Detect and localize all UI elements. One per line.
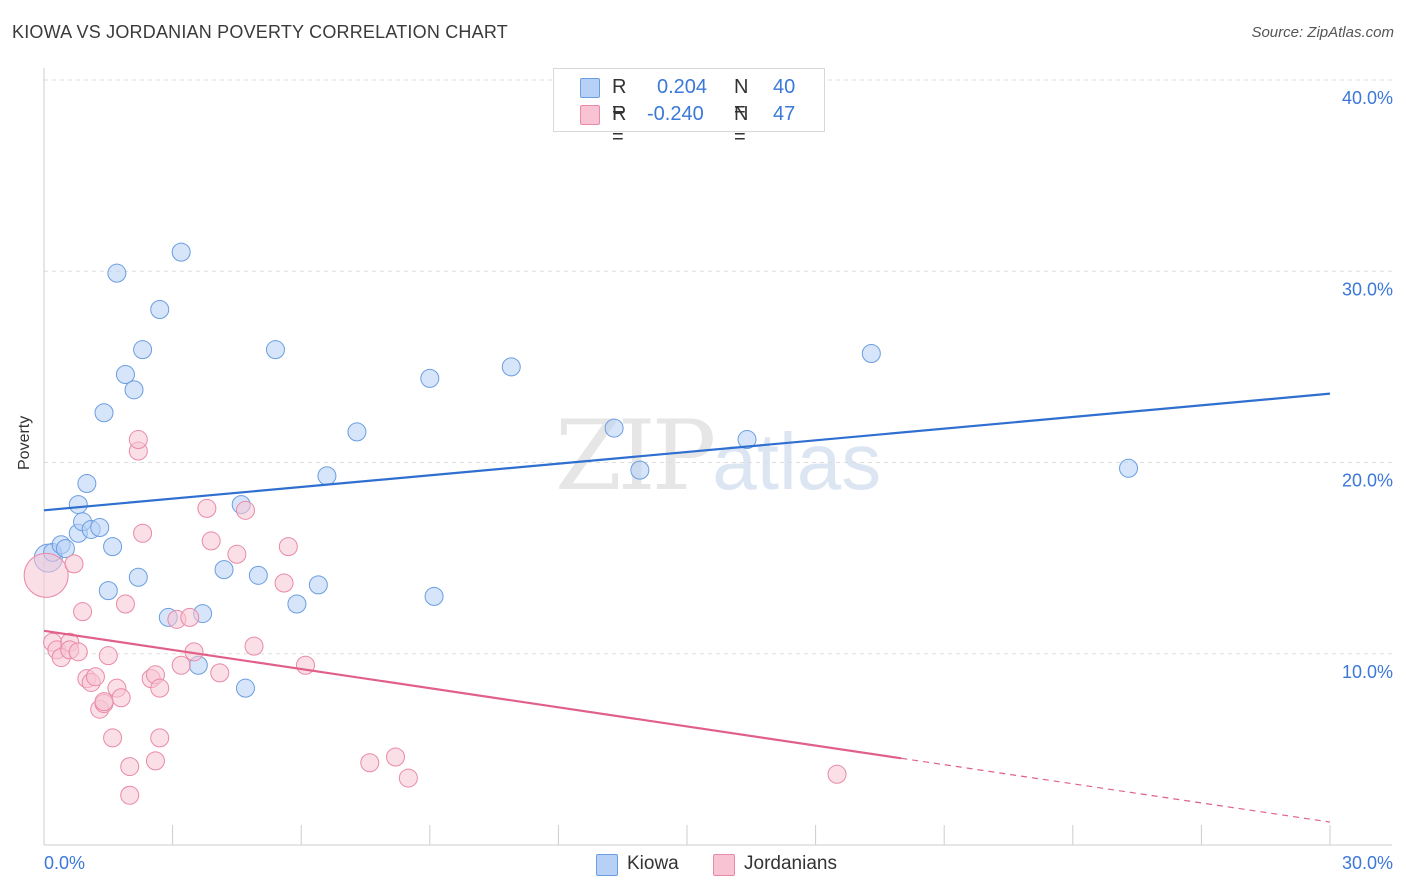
legend-r-label: R = (612, 103, 627, 148)
kiowa-point (424, 586, 444, 606)
kiowa-point (347, 422, 367, 442)
kiowa-point (98, 581, 118, 601)
jordanian-point (227, 544, 247, 564)
jordanian-point (201, 531, 221, 551)
kiowa-point (128, 567, 148, 587)
jordanian-point (23, 552, 69, 598)
kiowa-point (150, 300, 170, 319)
jordanian-point (115, 594, 135, 614)
bottom-legend-swatch-jordanians (713, 854, 735, 876)
y-tick-label: 20.0% (1342, 471, 1393, 491)
jordanian-point (133, 523, 153, 543)
bottom-legend-label-kiowa: Kiowa (627, 853, 679, 874)
kiowa-point (248, 565, 268, 585)
legend-r-value: 0.204 (657, 76, 708, 98)
correlation-legend: R = 0.204 N = 40 R = -0.240 N = 47 (553, 68, 825, 148)
jordanian-point (398, 768, 418, 788)
kiowa-point (171, 242, 191, 262)
jordanian-point (68, 642, 88, 662)
legend-r-value: -0.240 (647, 103, 704, 125)
jordanian-point (120, 785, 140, 805)
kiowa-point (287, 594, 307, 614)
kiowa-point (90, 518, 110, 538)
kiowa-point (133, 340, 153, 360)
bottom-legend-label-jordanians: Jordanians (744, 853, 837, 874)
legend-n-value: 40 (773, 76, 796, 98)
kiowa-point (861, 343, 881, 363)
watermark-atlas: atlas (712, 417, 882, 506)
jordanian-point (73, 602, 93, 622)
jordanian-point (180, 607, 200, 627)
y-tick-label: 10.0% (1342, 662, 1393, 682)
y-tick-label: 40.0% (1342, 88, 1393, 108)
kiowa-point (420, 368, 440, 388)
kiowa-point (124, 380, 144, 400)
kiowa-trend-line (43, 392, 1331, 512)
jordanian-point (386, 747, 406, 767)
kiowa-point (94, 403, 114, 423)
legend-n-label: N = (734, 76, 749, 121)
kiowa-point (214, 560, 234, 580)
jordanian-point (111, 688, 131, 708)
jordanian-point (827, 764, 847, 784)
x-tick-label: 30.0% (1342, 853, 1393, 873)
jordanian-point (94, 692, 114, 712)
kiowa-point (103, 537, 123, 557)
jordanian-point (360, 753, 380, 773)
jordanian-point (197, 498, 217, 518)
kiowa-point (235, 678, 255, 698)
kiowa-point (630, 460, 650, 480)
kiowa-point (107, 263, 127, 283)
y-tick-label: 30.0% (1342, 279, 1393, 299)
watermark: ZIPatlas (555, 400, 881, 512)
jordanian-point (210, 663, 230, 683)
jordanian-point (98, 646, 118, 666)
jordanian-trend-line-extension (901, 757, 1331, 823)
jordanian-point (145, 751, 165, 771)
jordanian-point (235, 500, 255, 520)
jordanian-point (85, 667, 105, 687)
kiowa-point (55, 539, 75, 559)
kiowa-point (115, 365, 135, 385)
legend-swatch-jordanians (580, 105, 600, 125)
kiowa-point (737, 430, 757, 450)
source-label: Source: ZipAtlas.com (1251, 24, 1394, 41)
jordanian-point (150, 678, 170, 698)
kiowa-point (501, 357, 521, 377)
jordanian-point (64, 554, 84, 574)
legend-n-label: N = (734, 103, 749, 148)
legend-n-value: 47 (773, 103, 796, 125)
legend-r-label: R = (612, 76, 627, 121)
jordanian-point (150, 728, 170, 748)
x-tick-label: 0.0% (44, 853, 85, 873)
kiowa-point (308, 575, 328, 595)
jordanian-point (103, 728, 123, 748)
bottom-legend-swatch-kiowa (596, 854, 618, 876)
chart-title: KIOWA VS JORDANIAN POVERTY CORRELATION C… (12, 22, 508, 42)
jordanian-point (128, 430, 148, 450)
jordanian-point (120, 757, 140, 777)
jordanian-point (244, 636, 264, 656)
jordanian-point (171, 655, 191, 675)
jordanian-trend-line (43, 629, 902, 760)
kiowa-point (77, 474, 97, 494)
kiowa-point (265, 340, 285, 360)
jordanian-point (278, 537, 298, 557)
jordanian-point (274, 573, 294, 593)
legend-swatch-kiowa (580, 78, 600, 98)
kiowa-point (68, 495, 88, 515)
kiowa-point (1119, 458, 1139, 478)
kiowa-point (604, 418, 624, 438)
kiowa-point (317, 466, 337, 486)
